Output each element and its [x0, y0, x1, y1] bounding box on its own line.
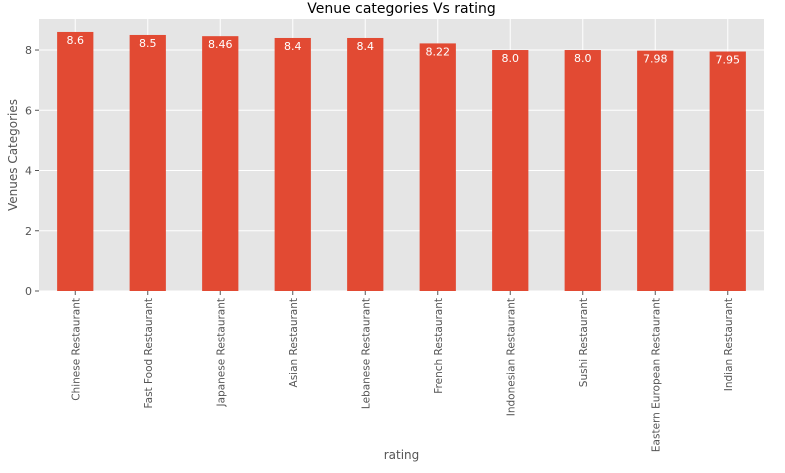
chart-title: Venue categories Vs rating — [307, 1, 496, 17]
data-label: 8.4 — [284, 40, 302, 53]
bar — [564, 50, 601, 292]
data-label: 8.4 — [357, 40, 375, 53]
bar — [419, 43, 456, 292]
y-tick-label: 2 — [25, 225, 32, 238]
bar — [709, 51, 746, 292]
bar — [347, 37, 384, 291]
data-label: 7.98 — [643, 53, 668, 66]
x-tick-label: Indian Restaurant — [723, 298, 735, 391]
data-label: 8.5 — [139, 37, 157, 50]
x-tick-label: Japanese Restaurant — [215, 298, 227, 408]
x-tick-label: Fast Food Restaurant — [143, 298, 155, 408]
data-label: 8.0 — [574, 52, 592, 65]
bar — [57, 31, 94, 291]
x-tick-label: Indonesian Restaurant — [505, 298, 517, 416]
y-tick-label: 6 — [25, 104, 32, 117]
y-axis-ticks: 0 2 4 6 8 — [25, 44, 39, 298]
data-label: 8.6 — [67, 34, 85, 47]
x-tick-label: Sushi Restaurant — [578, 298, 590, 387]
data-label: 7.95 — [716, 54, 741, 67]
x-axis-ticks: Chinese Restaurant Fast Food Restaurant Ja… — [70, 291, 735, 452]
x-tick-label: Asian Restaurant — [288, 298, 300, 387]
x-tick-label: French Restaurant — [433, 298, 445, 394]
bars — [57, 31, 746, 292]
y-tick-label: 0 — [25, 285, 32, 298]
bar — [202, 36, 239, 291]
x-tick-label: Chinese Restaurant — [70, 298, 82, 401]
bar — [637, 50, 674, 292]
data-label: 8.22 — [426, 45, 451, 58]
y-tick-label: 8 — [25, 44, 32, 57]
x-tick-label: Eastern European Restaurant — [650, 298, 662, 452]
bar — [129, 34, 166, 291]
data-labels: 8.6 8.5 8.46 8.4 8.4 8.22 8.0 8.0 7.98 7.95 — [67, 34, 741, 67]
data-label: 8.0 — [502, 52, 520, 65]
y-axis-label: Venues Categories — [6, 99, 20, 211]
x-tick-label: Lebanese Restaurant — [360, 298, 372, 409]
x-axis-label: rating — [384, 448, 420, 462]
bar — [274, 37, 311, 291]
data-label: 8.46 — [208, 38, 233, 51]
bar — [492, 50, 529, 292]
y-tick-label: 4 — [25, 165, 32, 178]
